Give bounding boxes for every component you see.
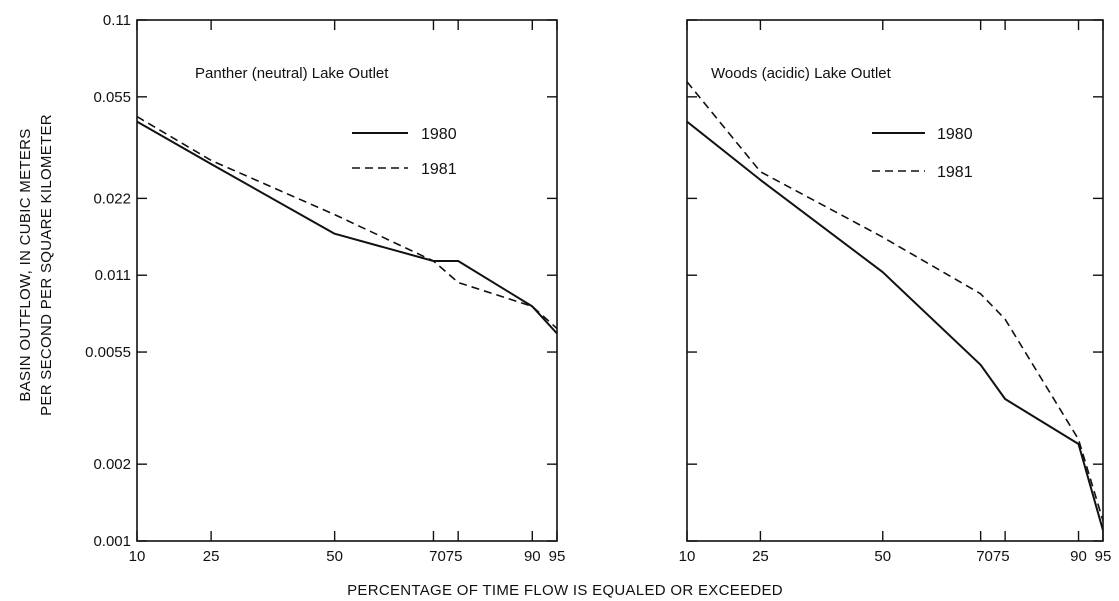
x-tick-label: 7075 bbox=[429, 548, 462, 565]
x-tick-label: 7075 bbox=[976, 548, 1009, 565]
x-tick-label: 25 bbox=[203, 548, 220, 565]
y-axis-title-line1: BASIN OUTFLOW, IN CUBIC METERS bbox=[17, 128, 34, 401]
x-tick-label: 10 bbox=[129, 548, 146, 565]
y-tick-label: 0.11 bbox=[103, 12, 131, 29]
y-tick-label: 0.022 bbox=[93, 190, 131, 207]
series-line-1981 bbox=[686, 81, 1104, 522]
y-tick-label: 0.055 bbox=[93, 89, 131, 106]
x-axis-title: PERCENTAGE OF TIME FLOW IS EQUALED OR EX… bbox=[347, 582, 783, 599]
legend-label-1980: 1980 bbox=[937, 126, 973, 143]
panel-title: Panther (neutral) Lake Outlet bbox=[195, 65, 389, 82]
series-line-1980 bbox=[686, 120, 1104, 531]
y-tick-label: 0.0055 bbox=[85, 344, 131, 361]
panels: 0.001 0.002 0.0055 0.011 0.022 0.055 0.11 10 25 5… bbox=[85, 12, 1111, 565]
x-tick-label: 50 bbox=[874, 548, 891, 565]
x-tick-label: 25 bbox=[752, 548, 769, 565]
legend-label-1981: 1981 bbox=[421, 161, 457, 178]
y-axis-title: BASIN OUTFLOW, IN CUBIC METERS PER SECON… bbox=[17, 114, 55, 416]
legend-label-1981: 1981 bbox=[937, 164, 973, 181]
plot-frame bbox=[686, 19, 1104, 542]
chart-panel-2: 10 25 50 7075 90 95 Woods (acidic) Lake Outlet… bbox=[679, 19, 1112, 565]
y-tick-label: 0.011 bbox=[95, 267, 131, 284]
x-tick-label: 95 bbox=[549, 548, 566, 565]
y-tick-label: 0.001 bbox=[93, 533, 131, 550]
panel-title: Woods (acidic) Lake Outlet bbox=[711, 65, 892, 82]
x-tick-label: 90 bbox=[524, 548, 541, 565]
x-tick-label: 50 bbox=[326, 548, 343, 565]
chart-panel-1: 0.001 0.002 0.0055 0.011 0.022 0.055 0.11 10 25 5… bbox=[85, 12, 565, 565]
x-tick-label: 95 bbox=[1095, 548, 1112, 565]
x-tick-label: 90 bbox=[1070, 548, 1087, 565]
series-line-1981 bbox=[136, 115, 558, 330]
y-axis-title-line2: PER SECOND PER SQUARE KILOMETER bbox=[38, 114, 55, 416]
legend-label-1980: 1980 bbox=[421, 126, 457, 143]
plot-frame bbox=[136, 19, 558, 542]
x-tick-label: 10 bbox=[679, 548, 696, 565]
y-tick-label: 0.002 bbox=[93, 456, 131, 473]
